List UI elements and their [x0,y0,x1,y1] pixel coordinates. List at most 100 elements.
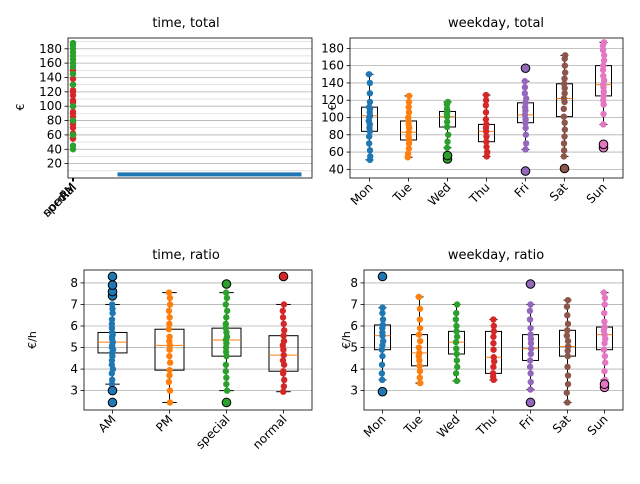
data-point [527,350,535,358]
data-point [415,344,423,351]
data-point [563,332,571,339]
data-point [454,363,461,371]
data-point [564,363,571,371]
data-point [482,97,490,104]
data-point [166,387,174,394]
y-tick-label: 120 [39,85,62,99]
data-point [222,368,230,375]
data-point [564,312,571,319]
panel-title: weekday, total [448,16,544,31]
data-point [561,52,569,59]
data-point [222,320,229,328]
y-axis-label: € [14,104,27,111]
data-point [561,126,569,133]
data-point [405,109,413,116]
data-point [378,361,386,368]
data-point [560,113,568,120]
data-point [280,337,288,345]
data-point [417,379,424,387]
data-point [453,345,460,352]
data-point [223,307,231,315]
data-point [69,39,77,47]
data-point [563,389,570,396]
data-point [280,376,288,384]
y-tick-label: 80 [329,128,344,142]
y-tick-label: 6 [70,319,78,333]
data-point [366,147,374,154]
outlier-point [377,271,388,282]
outlier-point [107,280,118,290]
data-point [165,326,173,333]
data-point [416,349,423,357]
y-tick-label: 40 [329,162,344,176]
data-point [561,133,568,140]
y-tick-label: 180 [39,42,62,56]
data-point [490,346,497,353]
data-point [489,370,497,377]
data-point [526,307,534,315]
data-point [379,376,386,384]
data-point [405,145,413,152]
y-tick-label: 120 [321,93,344,107]
data-point [490,328,498,335]
data-point [452,316,460,323]
data-point [166,359,174,366]
data-point [483,143,490,151]
data-point [564,343,572,350]
data-point [483,133,490,140]
data-point [405,98,413,106]
data-point [601,368,608,375]
y-tick-label: 8 [350,276,358,290]
outlier-point [221,397,232,408]
data-point [490,363,497,371]
y-tick-label: 100 [321,111,344,125]
y-axis-label: €/h [26,331,39,349]
data-point [600,52,608,59]
data-point [490,354,497,361]
data-point [444,98,452,106]
data-point [490,340,497,347]
data-point [560,153,568,160]
data-point [561,62,569,69]
data-point [453,309,460,317]
outlier-point [377,386,388,397]
data-point [483,138,490,145]
data-point [367,153,374,160]
data-point [69,75,77,83]
data-point [522,140,530,147]
data-point [69,110,77,117]
outlier-point [525,279,536,289]
data-point [69,103,77,110]
data-point [415,331,423,338]
data-point [366,90,374,97]
data-point [280,301,288,308]
data-point [521,84,529,91]
box [117,172,302,177]
data-point [415,293,423,301]
data-point [560,105,567,113]
y-tick-label: 3 [350,384,358,398]
data-point [453,301,461,308]
data-point [279,314,287,321]
y-tick-label: 4 [350,362,358,376]
data-point [281,327,288,334]
outlier-point [520,166,531,176]
data-point [445,131,452,138]
panel-title: time, ratio [152,248,220,263]
data-point [452,338,460,346]
y-tick-label: 20 [47,157,62,171]
data-point [452,370,460,377]
data-point [527,324,534,332]
data-point [453,333,461,340]
data-point [379,352,386,360]
data-point [564,380,572,388]
data-point [490,333,497,340]
data-point [69,142,77,149]
data-point [222,301,229,308]
data-point [443,144,451,151]
data-point [69,81,77,88]
data-point [522,124,529,132]
